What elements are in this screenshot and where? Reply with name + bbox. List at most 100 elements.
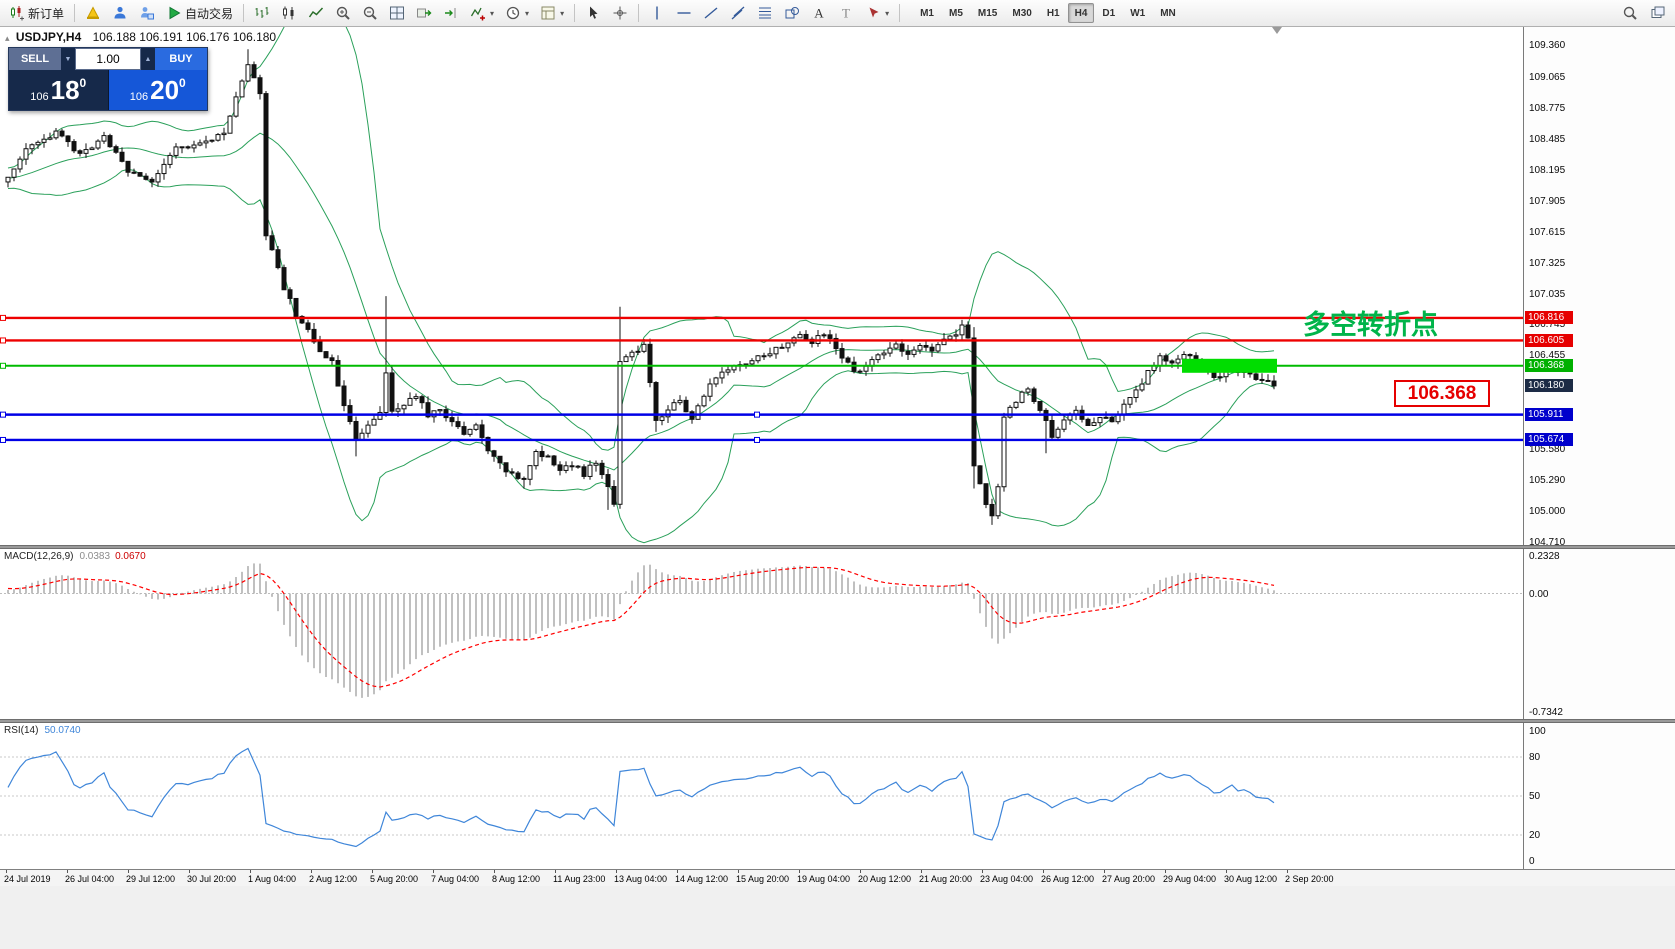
timeframe-d1-button[interactable]: D1: [1095, 3, 1122, 23]
fibonacci-icon: [757, 5, 773, 21]
price-axis[interactable]: 109.360 109.065 108.775 108.485 108.195 107.9…: [1523, 27, 1675, 869]
lot-size-input[interactable]: [75, 48, 141, 70]
toolbar-separator: [574, 4, 576, 22]
time-axis-tick: [128, 870, 129, 873]
market-watch-button[interactable]: [107, 2, 133, 24]
label-button[interactable]: T: [833, 2, 859, 24]
tile-windows-button[interactable]: [384, 2, 410, 24]
macd-name: MACD(12,26,9): [4, 551, 74, 562]
bar-chart-button[interactable]: [249, 2, 275, 24]
vertical-line-button[interactable]: [644, 2, 670, 24]
autotrade-button-label: 自动交易: [185, 6, 234, 21]
arrows-dropdown[interactable]: ▾: [860, 2, 894, 24]
indicators-dropdown[interactable]: ▾: [465, 2, 499, 24]
trendline-button[interactable]: [698, 2, 724, 24]
timeframe-m1-button[interactable]: M1: [913, 3, 941, 23]
timeframe-h4-button[interactable]: H4: [1067, 3, 1095, 23]
panel-collapse-icon[interactable]: ▴: [5, 33, 10, 43]
time-axis-tick: [616, 870, 617, 873]
sell-price[interactable]: 106 18 0: [9, 70, 109, 110]
buy-price[interactable]: 106 20 0: [108, 70, 207, 110]
time-axis-tick: [494, 870, 495, 873]
time-axis[interactable]: 24 Jul 2019 26 Jul 04:00 29 Jul 12:00 30 Ju…: [0, 869, 1675, 886]
play-icon: [166, 5, 182, 21]
candle-chart-icon: [9, 5, 25, 21]
price-line-label: 106.180: [1525, 379, 1573, 393]
time-axis-label: 19 Aug 04:00: [797, 874, 851, 884]
sell-price-big: 18: [50, 75, 80, 105]
one-click-trading-panel: SELL ▼ ▲ BUY 106 18 0 106 20 0: [8, 47, 208, 111]
timeframe-m30-button[interactable]: M30: [1005, 3, 1038, 23]
price-line-label: 106.605: [1525, 333, 1573, 347]
timeframe-w1-button[interactable]: W1: [1123, 3, 1152, 23]
time-axis-tick: [982, 870, 983, 873]
clock-icon: [505, 5, 521, 21]
rsi-chart[interactable]: [0, 723, 1523, 869]
time-axis-label: 7 Aug 04:00: [431, 874, 480, 884]
rsi-panel[interactable]: RSI(14) 50.0740: [0, 723, 1523, 869]
profiles-button[interactable]: [80, 2, 106, 24]
buy-price-big: 20: [150, 75, 180, 105]
toolbar: 新订单 自动交易 ▾ ▾ ▾ A T ▾ M1 M5 M15 M30 H1 H4 D1 W1 MN: [0, 0, 1675, 27]
templates-dropdown[interactable]: ▾: [535, 2, 569, 24]
timeframe-h1-button[interactable]: H1: [1040, 3, 1067, 23]
horizontal-line-icon: [676, 5, 692, 21]
price-line-label: 105.674: [1525, 433, 1573, 447]
timeframe-mn-button[interactable]: MN: [1153, 3, 1183, 23]
price-axis-tick: 107.905: [1529, 195, 1566, 207]
fibonacci-button[interactable]: [752, 2, 778, 24]
macd-panel[interactable]: MACD(12,26,9) 0.0383 0.0670: [0, 549, 1523, 719]
price-axis-tick: 20: [1529, 830, 1541, 841]
cursor-button[interactable]: [580, 2, 606, 24]
navigator-button[interactable]: [134, 2, 160, 24]
auto-scroll-button[interactable]: [411, 2, 437, 24]
vertical-line-icon: [649, 5, 665, 21]
label-icon: T: [838, 5, 854, 21]
time-axis-label: 29 Jul 12:00: [126, 874, 176, 884]
search-button[interactable]: [1617, 2, 1643, 24]
channel-button[interactable]: [725, 2, 751, 24]
time-axis-tick: [311, 870, 312, 873]
macd-chart[interactable]: [0, 549, 1523, 719]
main-chart-panel[interactable]: ▴ USDJPY,H4 106.188 106.191 106.176 106.…: [0, 27, 1523, 545]
time-axis-label: 11 Aug 23:00: [553, 874, 606, 884]
time-axis-label: 2 Sep 20:00: [1285, 874, 1334, 884]
new-order-button-label: 新订单: [28, 6, 65, 21]
crosshair-button[interactable]: [607, 2, 633, 24]
zoom-out-button[interactable]: [357, 2, 383, 24]
windows-button[interactable]: [1645, 2, 1671, 24]
horizontal-line-button[interactable]: [671, 2, 697, 24]
time-axis-label: 5 Aug 20:00: [370, 874, 419, 884]
zoom-in-button[interactable]: [330, 2, 356, 24]
line-chart-button[interactable]: [303, 2, 329, 24]
price-axis-tick: 108.775: [1529, 102, 1566, 114]
price-axis-tick: 50: [1529, 791, 1541, 802]
chart-shift-marker-icon[interactable]: [1272, 27, 1282, 34]
market-watch-icon: [112, 5, 128, 21]
macd-splitter[interactable]: [0, 545, 1675, 549]
new-order-button[interactable]: 新订单: [4, 2, 69, 24]
shapes-button[interactable]: [779, 2, 805, 24]
price-line-label: 106.368: [1525, 359, 1573, 373]
price-axis-tick: 105.580: [1529, 444, 1566, 455]
time-axis-tick: [433, 870, 434, 873]
price-axis-tick: 106.455: [1529, 350, 1566, 362]
autotrade-button[interactable]: 自动交易: [161, 2, 238, 24]
timeframe-m15-button[interactable]: M15: [971, 3, 1004, 23]
rsi-splitter[interactable]: [0, 719, 1675, 723]
text-button[interactable]: A: [806, 2, 832, 24]
periods-dropdown[interactable]: ▾: [500, 2, 534, 24]
candlestick-chart[interactable]: [0, 27, 1523, 545]
buy-button[interactable]: BUY: [155, 48, 207, 70]
price-axis-tick: 109.065: [1529, 71, 1566, 83]
timeframe-m5-button[interactable]: M5: [942, 3, 970, 23]
candlestick-mode-button[interactable]: [276, 2, 302, 24]
price-axis-tick: 108.195: [1529, 164, 1566, 176]
lot-increase-button[interactable]: ▲: [141, 48, 155, 70]
lot-decrease-button[interactable]: ▼: [61, 48, 75, 70]
time-axis-label: 13 Aug 04:00: [614, 874, 668, 884]
chart-shift-button[interactable]: [438, 2, 464, 24]
line-chart-icon: [308, 5, 324, 21]
sell-button[interactable]: SELL: [9, 48, 61, 70]
